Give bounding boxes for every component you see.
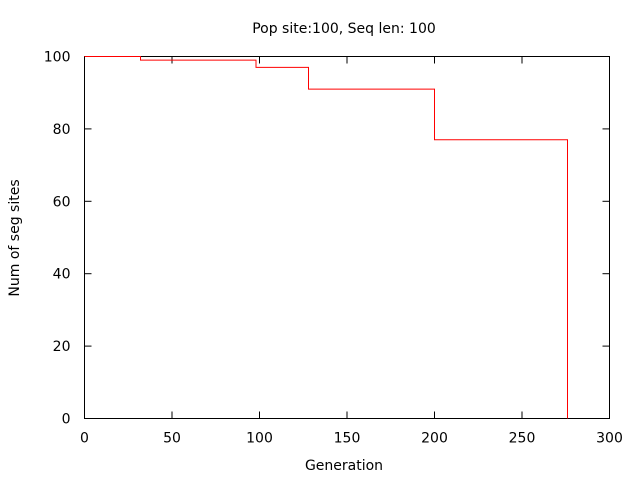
plot-frame [84,56,610,419]
x-tick-label: 150 [334,431,361,447]
series-line [84,56,568,419]
y-tick-label: 80 [53,122,71,138]
y-tick-label: 100 [44,50,71,66]
axis-ticks: 0 50 100 150 200 250 300 0 20 40 60 80 100 [44,50,623,447]
x-tick-label: 50 [163,431,181,447]
x-tick-label: 200 [421,431,448,447]
series-group [84,56,568,419]
x-tick-label: 0 [80,431,89,447]
y-tick-label: 20 [53,339,71,355]
x-axis-label: Generation [305,458,383,474]
y-tick-label: 0 [62,412,71,428]
chart-title: Pop site:100, Seq len: 100 [252,21,436,37]
x-tick-label: 250 [509,431,536,447]
y-axis-label: Num of seg sites [7,179,23,296]
y-tick-label: 60 [53,194,71,210]
x-tick-label: 100 [246,431,273,447]
x-tick-label: 300 [596,431,623,447]
y-tick-label: 40 [53,267,71,283]
